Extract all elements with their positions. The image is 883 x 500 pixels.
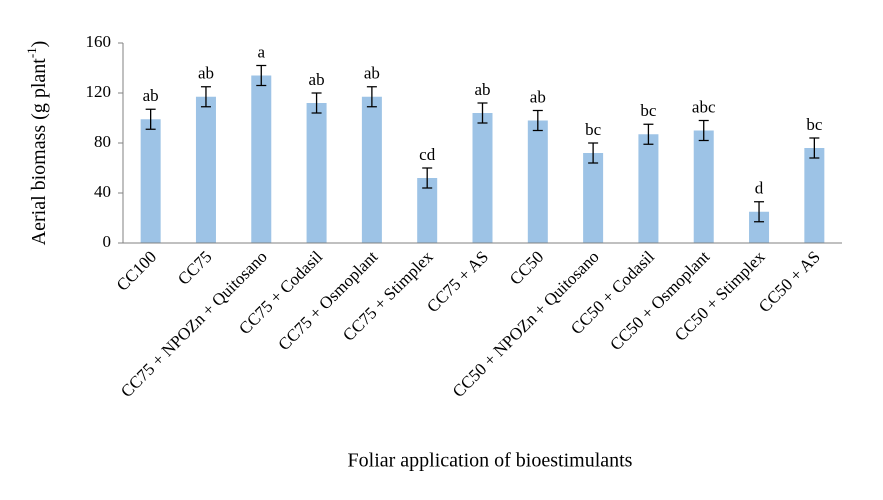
x-tick-label: CC100 bbox=[113, 247, 161, 295]
annotation-letter: bc bbox=[806, 115, 823, 134]
error-bar bbox=[256, 64, 267, 87]
annotation-letter: ab bbox=[474, 80, 490, 99]
bar bbox=[693, 130, 714, 243]
annotation-letter: ab bbox=[530, 87, 546, 106]
x-tick-label: CC75 bbox=[174, 247, 215, 288]
y-label-part: Aerial biomass (g plant bbox=[28, 58, 50, 246]
error-bar bbox=[200, 86, 211, 108]
error-bar bbox=[422, 167, 433, 189]
error-bar bbox=[532, 109, 543, 132]
error-bar bbox=[311, 92, 322, 114]
x-tick-label: CC50 bbox=[506, 247, 547, 288]
error-bar bbox=[643, 123, 654, 145]
error-bar bbox=[477, 102, 488, 124]
error-bar bbox=[588, 142, 599, 164]
bar bbox=[417, 178, 438, 243]
annotation-letter: bc bbox=[640, 101, 657, 120]
y-tick-label: 160 bbox=[86, 32, 112, 51]
annotation-letter: ab bbox=[143, 86, 159, 105]
bar bbox=[472, 113, 493, 243]
bar bbox=[749, 211, 770, 243]
error-bar bbox=[754, 201, 765, 223]
annotation-letter: bc bbox=[585, 120, 602, 139]
annotation-letter: a bbox=[257, 42, 265, 61]
y-tick-label: 80 bbox=[94, 132, 111, 151]
annotation-letter: d bbox=[755, 179, 764, 198]
x-tick-label: CC75 + Osmoplant bbox=[274, 247, 381, 354]
x-tick-label: CC50 + Osmoplant bbox=[606, 247, 713, 354]
annotation-letter: ab bbox=[198, 64, 214, 83]
bar bbox=[251, 75, 272, 243]
x-axis-label: Foliar application of bioestimulants bbox=[348, 450, 633, 472]
y-label-part: ) bbox=[28, 41, 50, 48]
y-tick-label: 40 bbox=[94, 182, 111, 201]
bar bbox=[140, 119, 161, 243]
bar bbox=[527, 120, 548, 243]
bar bbox=[306, 103, 327, 243]
error-bar bbox=[145, 108, 156, 130]
y-axis-label: Aerial biomass (g plant-1) bbox=[24, 41, 50, 246]
bar bbox=[638, 134, 659, 243]
error-bar bbox=[698, 119, 709, 142]
bar bbox=[804, 148, 825, 243]
annotation-letter: abc bbox=[692, 97, 716, 116]
y-label-sup: -1 bbox=[24, 47, 39, 58]
bar bbox=[583, 153, 604, 243]
error-bar bbox=[809, 137, 820, 159]
bar bbox=[361, 96, 382, 243]
annotation-letter: cd bbox=[419, 145, 436, 164]
y-tick-label: 0 bbox=[103, 232, 112, 251]
y-tick-label: 120 bbox=[86, 82, 112, 101]
annotation-letter: ab bbox=[309, 70, 325, 89]
error-bar bbox=[366, 86, 377, 108]
bar bbox=[195, 96, 216, 243]
annotation-letter: ab bbox=[364, 64, 380, 83]
